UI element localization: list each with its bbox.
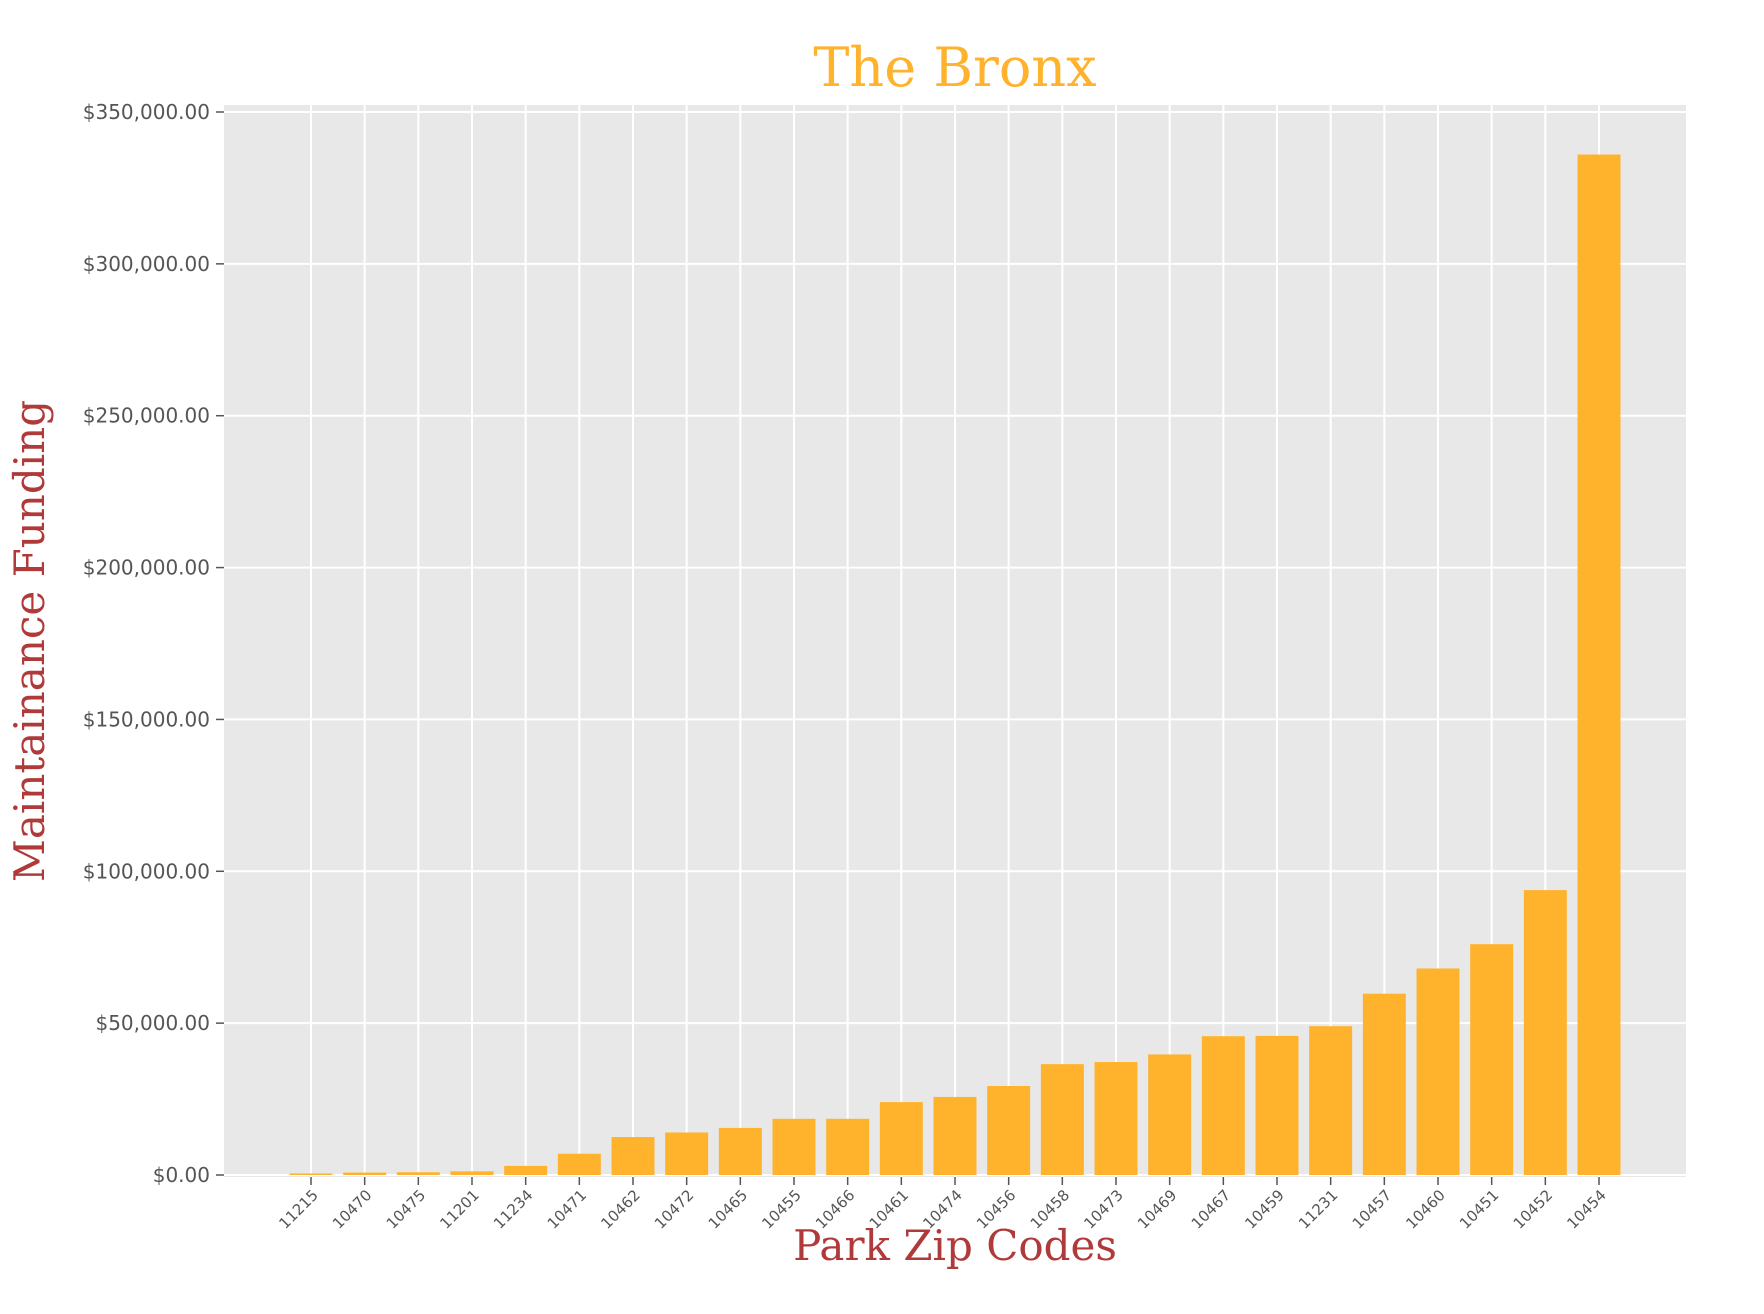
x-tick-label: 10457 [1349, 1186, 1395, 1232]
x-tick-label: 11234 [490, 1186, 536, 1232]
x-tick-label: 10470 [329, 1186, 375, 1232]
bar-10467 [1201, 1036, 1245, 1175]
x-tick-label: 10475 [383, 1186, 429, 1232]
bar-11201 [450, 1171, 494, 1175]
x-tick-label: 10472 [651, 1186, 697, 1232]
x-tick-label: 10459 [1241, 1186, 1287, 1232]
y-axis-label: Maintainance Funding [5, 400, 54, 882]
bar-10465 [718, 1127, 762, 1175]
x-tick-label: 10467 [1188, 1186, 1234, 1232]
y-tick-label: $350,000.00 [83, 100, 210, 124]
x-tick-label: 10462 [597, 1186, 643, 1232]
y-tick-label: $50,000.00 [95, 1011, 210, 1035]
y-tick-label: $100,000.00 [83, 859, 210, 883]
bars-layer [289, 154, 1621, 1175]
y-tick-label: $0.00 [153, 1163, 210, 1187]
x-tick-label: 11231 [1295, 1186, 1341, 1232]
chart-title: The Bronx [813, 36, 1096, 99]
bar-10475 [396, 1172, 440, 1175]
y-axis-ticks: $0.00 $50,000.00 $100,000.00 $150,000.00 $20… [83, 100, 224, 1187]
bar-10466 [826, 1118, 870, 1175]
y-tick-label: $200,000.00 [83, 556, 210, 580]
bar-10474 [933, 1096, 977, 1175]
x-tick-label: 10452 [1510, 1186, 1556, 1232]
y-tick-label: $300,000.00 [83, 252, 210, 276]
grid-layer [224, 105, 1686, 1177]
bar-11234 [504, 1165, 548, 1175]
y-tick-label: $150,000.00 [83, 707, 210, 731]
bar-11231 [1309, 1026, 1353, 1175]
bar-10451 [1470, 944, 1514, 1175]
bar-10460 [1416, 968, 1460, 1175]
bar-10469 [1148, 1054, 1192, 1175]
bar-10459 [1255, 1035, 1299, 1175]
y-tick-label: $250,000.00 [83, 404, 210, 428]
x-axis-label: Park Zip Codes [793, 1221, 1117, 1270]
bar-10471 [557, 1153, 601, 1175]
bar-10470 [343, 1172, 387, 1175]
x-tick-label: 11215 [275, 1186, 321, 1232]
bar-10461 [879, 1102, 923, 1175]
bar-10462 [611, 1137, 655, 1175]
bar-10473 [1094, 1062, 1138, 1175]
bar-10454 [1577, 154, 1621, 1175]
bar-10452 [1523, 890, 1567, 1175]
x-tick-label: 10451 [1456, 1186, 1502, 1232]
x-tick-label: 10460 [1402, 1186, 1448, 1232]
bar-10472 [665, 1132, 709, 1175]
x-tick-label: 10454 [1563, 1186, 1609, 1232]
bar-10457 [1362, 993, 1406, 1175]
bar-10456 [987, 1086, 1031, 1175]
bar-10455 [772, 1118, 816, 1175]
bar-10458 [1040, 1064, 1084, 1175]
x-tick-label: 10469 [1134, 1186, 1180, 1232]
bar-11215 [289, 1173, 333, 1175]
x-tick-label: 10471 [544, 1186, 590, 1232]
x-tick-label: 10465 [705, 1186, 751, 1232]
x-tick-label: 11201 [436, 1186, 482, 1232]
